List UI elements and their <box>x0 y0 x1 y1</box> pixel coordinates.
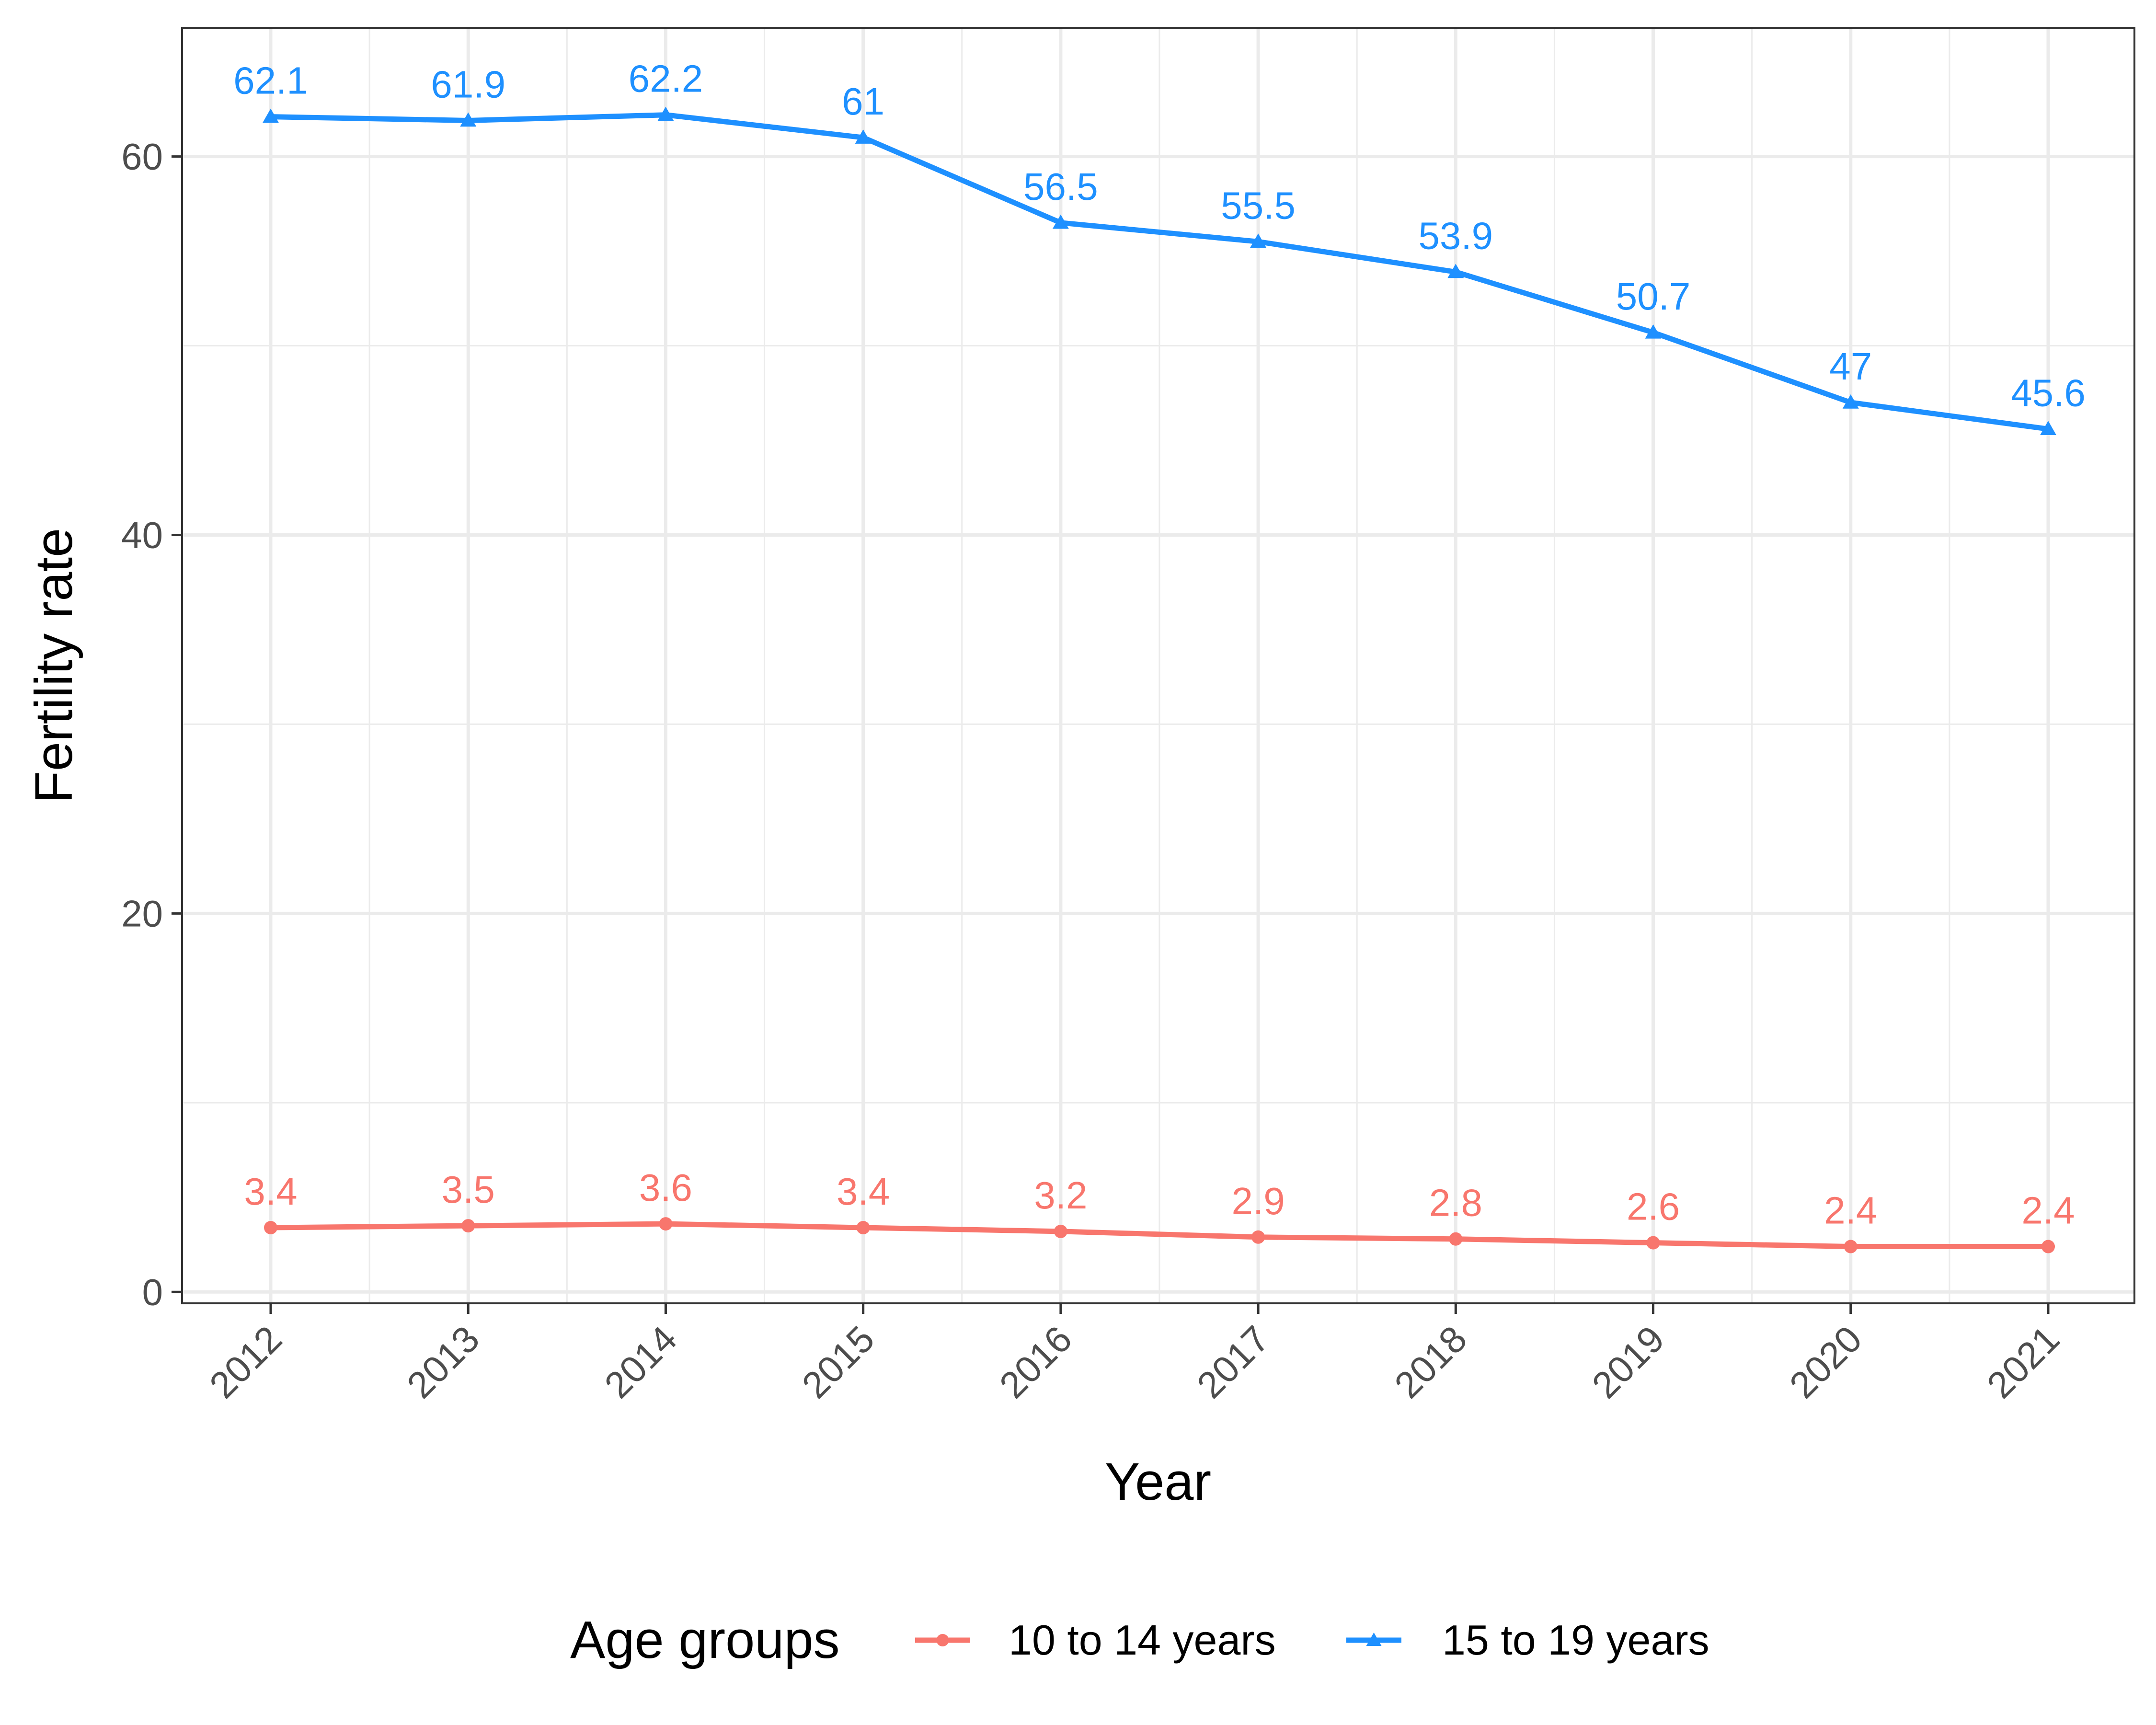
data-point-circle <box>1449 1232 1463 1246</box>
x-tick-label: 2016 <box>991 1318 1080 1406</box>
y-tick-label: 20 <box>121 892 163 934</box>
x-tick-label: 2015 <box>794 1318 883 1406</box>
data-label: 3.6 <box>639 1166 692 1209</box>
legend-key-triangle <box>1366 1633 1382 1646</box>
data-label: 2.4 <box>2021 1189 2075 1232</box>
data-point-circle <box>1054 1224 1067 1238</box>
y-axis-title: Fertility rate <box>24 528 83 804</box>
y-tick-label: 0 <box>142 1271 163 1313</box>
x-tick-label: 2013 <box>399 1318 487 1406</box>
data-point-triangle <box>1645 324 1662 339</box>
data-point-triangle <box>1842 394 1859 409</box>
data-label: 62.1 <box>233 59 308 102</box>
data-label: 3.4 <box>244 1170 297 1213</box>
data-point-circle <box>2041 1240 2055 1254</box>
data-point-triangle <box>855 129 872 144</box>
data-label: 2.9 <box>1232 1180 1285 1222</box>
data-label: 47 <box>1829 345 1872 388</box>
data-point-circle <box>264 1221 277 1235</box>
x-axis-title: Year <box>1105 1452 1211 1511</box>
data-point-triangle <box>1250 233 1267 248</box>
data-label: 3.4 <box>837 1170 890 1213</box>
x-tick-label: 2020 <box>1781 1318 1870 1406</box>
plot-panel-border <box>181 27 2135 1304</box>
x-tick-label: 2019 <box>1584 1318 1673 1406</box>
plot-panel-background <box>182 28 2134 1303</box>
data-point-circle <box>1844 1240 1858 1254</box>
data-label: 55.5 <box>1221 184 1296 227</box>
data-point-circle <box>1646 1236 1660 1250</box>
data-label: 56.5 <box>1023 165 1098 208</box>
data-point-triangle <box>263 108 279 123</box>
legend-title: Age groups <box>570 1610 840 1669</box>
x-tick-label: 2017 <box>1189 1318 1277 1406</box>
legend-label: 10 to 14 years <box>1009 1616 1276 1664</box>
series-line-1 <box>270 112 2049 432</box>
data-label: 45.6 <box>2011 371 2086 414</box>
data-label: 2.6 <box>1627 1185 1680 1228</box>
data-label: 61.9 <box>431 63 505 106</box>
x-tick-label: 2021 <box>1979 1318 2067 1406</box>
data-label: 2.8 <box>1429 1182 1482 1224</box>
x-tick-label: 2018 <box>1386 1318 1475 1406</box>
data-point-circle <box>1251 1230 1265 1244</box>
data-label: 62.2 <box>629 58 703 100</box>
data-label: 61 <box>842 80 884 123</box>
x-tick-label: 2012 <box>201 1318 290 1406</box>
data-label: 3.5 <box>442 1168 495 1211</box>
y-tick-label: 40 <box>121 514 163 556</box>
series-markers <box>263 106 2056 1254</box>
legend-entries: 10 to 14 years 15 to 19 years <box>915 1616 1709 1664</box>
data-point-triangle <box>1052 214 1069 229</box>
data-labels: 3.4 3.5 3.6 3.4 3.2 2.9 2.8 2.6 2.4 2.4 62.1 61.9 62… <box>233 58 2086 1232</box>
data-label: 53.9 <box>1418 214 1493 257</box>
data-point-circle <box>659 1217 673 1231</box>
legend-key-circle <box>936 1634 949 1646</box>
series-line-0 <box>270 1221 2048 1249</box>
data-label: 50.7 <box>1616 275 1691 318</box>
data-point-triangle <box>2040 421 2056 436</box>
data-point-circle <box>856 1221 870 1235</box>
data-label: 3.2 <box>1034 1174 1087 1217</box>
series-lines <box>270 112 2049 1249</box>
legend: Age groups 10 to 14 years 15 to 19 years <box>570 1610 1709 1669</box>
data-point-circle <box>461 1219 475 1233</box>
gridlines <box>182 28 2134 1303</box>
data-label: 2.4 <box>1824 1189 1877 1232</box>
data-point-triangle <box>1447 264 1464 278</box>
data-point-triangle <box>657 106 674 121</box>
data-point-triangle <box>460 112 477 127</box>
legend-label: 15 to 19 years <box>1442 1616 1709 1664</box>
y-tick-label: 60 <box>121 136 163 178</box>
x-tick-label: 2014 <box>596 1318 685 1406</box>
